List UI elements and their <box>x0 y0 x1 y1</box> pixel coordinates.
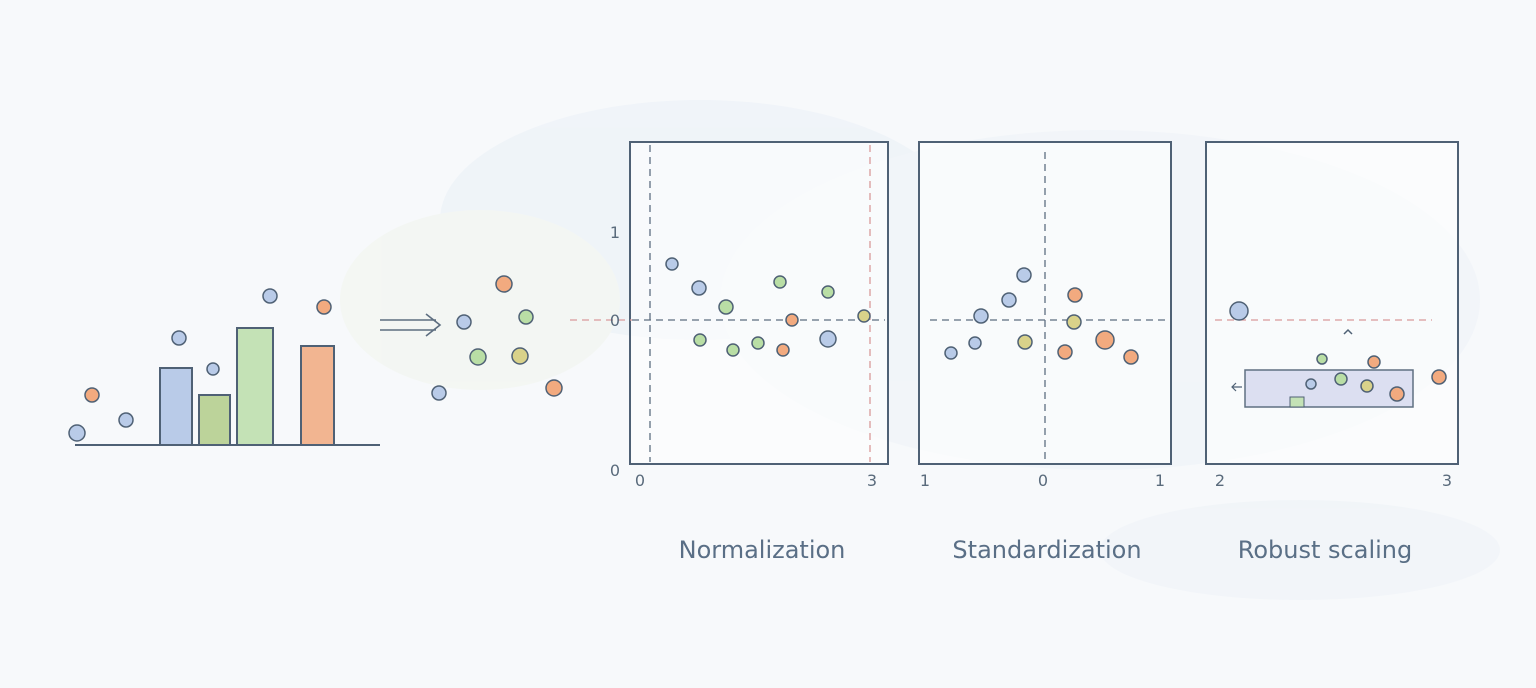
dot <box>1067 287 1083 303</box>
dot <box>821 285 835 299</box>
dot <box>118 412 134 428</box>
panel-frame <box>629 141 889 465</box>
tick-label: 2 <box>1215 471 1225 490</box>
dot <box>857 309 871 323</box>
tick-label: 3 <box>1442 471 1452 490</box>
panel-title: Robust scaling <box>1238 536 1412 564</box>
tick-label: 0 <box>610 311 620 330</box>
dot <box>718 299 734 315</box>
tick-label: 1 <box>1155 471 1165 490</box>
raw-data-illustration <box>75 313 442 446</box>
marker <box>1343 328 1353 335</box>
dot <box>1389 386 1405 402</box>
dot <box>206 362 220 376</box>
tick-label: 1 <box>610 223 620 242</box>
dot <box>316 299 332 315</box>
dot <box>726 343 740 357</box>
dot <box>693 333 707 347</box>
panel-title: Normalization <box>679 536 846 564</box>
bar <box>300 345 335 446</box>
dot <box>1123 349 1139 365</box>
tick-label: 0 <box>610 461 620 480</box>
dot <box>1017 334 1033 350</box>
dot <box>1431 369 1447 385</box>
dot <box>1367 355 1381 369</box>
dot <box>1016 267 1032 283</box>
arrow <box>380 313 442 337</box>
dot <box>751 336 765 350</box>
dot <box>1360 379 1374 393</box>
dot <box>973 308 989 324</box>
dot <box>968 336 982 350</box>
tick-label: 1 <box>920 471 930 490</box>
iqr-box <box>1244 369 1414 408</box>
tick-label: 0 <box>1038 471 1048 490</box>
dot <box>1316 353 1328 365</box>
dot <box>495 275 513 293</box>
dot <box>469 348 487 366</box>
dot <box>68 424 86 442</box>
marker <box>1231 382 1242 392</box>
dot <box>665 257 679 271</box>
dot <box>84 387 100 403</box>
dot <box>1229 301 1249 321</box>
dot <box>518 309 534 325</box>
bar <box>198 394 231 446</box>
dot <box>171 330 187 346</box>
dot <box>1001 292 1017 308</box>
dot <box>691 280 707 296</box>
tick-label: 3 <box>867 471 877 490</box>
dot <box>456 314 472 330</box>
dot <box>1334 372 1348 386</box>
bar <box>236 327 274 446</box>
dot <box>1305 378 1317 390</box>
dot <box>431 385 447 401</box>
dot <box>1057 344 1073 360</box>
dot <box>545 379 563 397</box>
dot <box>262 288 278 304</box>
dot <box>511 347 529 365</box>
dot <box>1066 314 1082 330</box>
dot <box>776 343 790 357</box>
dot <box>785 313 799 327</box>
bar <box>159 367 193 446</box>
panel-title: Standardization <box>952 536 1141 564</box>
tick-label: 0 <box>635 471 645 490</box>
dot <box>819 330 837 348</box>
dot <box>944 346 958 360</box>
dot <box>773 275 787 289</box>
marker <box>1289 396 1305 408</box>
dot <box>1095 330 1115 350</box>
panel-frame <box>1205 141 1459 465</box>
